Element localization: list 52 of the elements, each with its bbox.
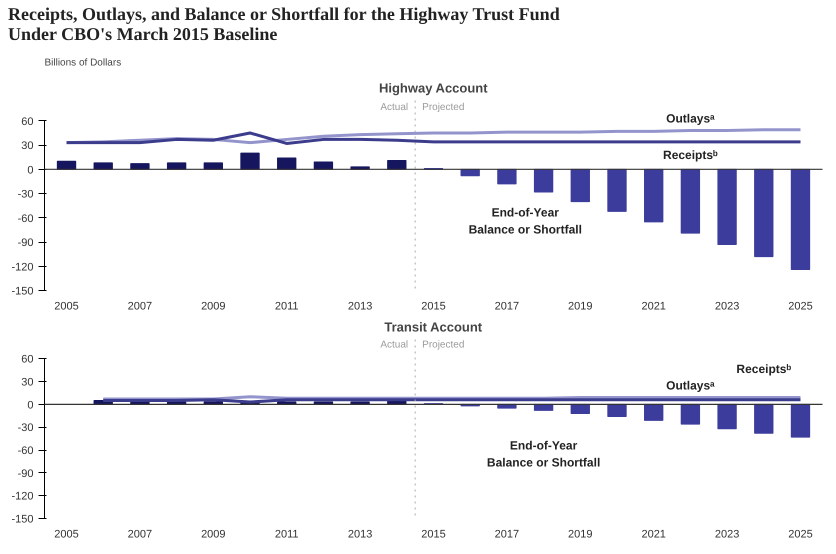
x-tick-label: 2013 xyxy=(348,300,372,312)
y-tick-label: 30 xyxy=(21,376,34,388)
y-tick-label: -90 xyxy=(18,467,34,480)
x-tick-label: 2025 xyxy=(788,528,813,540)
series-label: Receiptsᵇ xyxy=(736,361,792,376)
text: Projected xyxy=(422,101,464,112)
y-axis-title: Billions of Dollars xyxy=(44,57,122,68)
x-tick-label: 2005 xyxy=(54,528,79,540)
x-tick-label: 2007 xyxy=(128,528,152,540)
x-tick-label: 2005 xyxy=(54,300,79,312)
series-label: Outlaysᵃ xyxy=(666,378,716,392)
x-tick-label: 2015 xyxy=(421,300,446,312)
x-tick-label: 2017 xyxy=(494,300,520,312)
y-tick-label: 30 xyxy=(21,140,34,152)
y-tick-label: -30 xyxy=(18,422,34,434)
x-tick-label: 2023 xyxy=(714,300,740,312)
x-tick-label: 2019 xyxy=(568,300,593,312)
y-tick-label: -90 xyxy=(18,236,34,249)
x-tick-label: 2023 xyxy=(714,528,740,540)
x-tick-label: 2019 xyxy=(568,528,593,540)
text: Projected xyxy=(422,339,464,350)
y-tick-label: -150 xyxy=(11,285,34,298)
x-tick-label: 2007 xyxy=(128,300,152,312)
x-tick-label: 2009 xyxy=(201,300,226,312)
x-tick-label: 2025 xyxy=(788,300,813,312)
y-tick-label: 0 xyxy=(27,164,34,176)
x-tick-label: 2009 xyxy=(201,528,226,540)
y-tick-label: 60 xyxy=(21,115,34,128)
text: Actual xyxy=(380,101,408,112)
x-tick-label: 2013 xyxy=(348,528,372,540)
chart-subtitle: Highway Account xyxy=(378,80,488,96)
x-tick-label: 2011 xyxy=(274,528,299,540)
x-tick-label: 2015 xyxy=(421,528,446,540)
series-label: End-of-Year Balance or Shortfall xyxy=(468,205,582,236)
x-tick-label: 2021 xyxy=(641,300,666,312)
series-label: Outlaysᵃ xyxy=(666,111,716,126)
y-tick-label: -30 xyxy=(18,188,34,200)
y-tick-label: -120 xyxy=(11,490,34,502)
y-tick-label: -60 xyxy=(18,444,34,457)
series-label: End-of-Year Balance or Shortfall xyxy=(486,438,600,469)
x-tick-label: 2021 xyxy=(641,528,666,540)
y-tick-label: 60 xyxy=(21,353,34,366)
y-tick-label: 0 xyxy=(27,398,34,411)
text: Actual xyxy=(380,339,408,350)
y-tick-label: -60 xyxy=(18,212,34,224)
series-label: Receiptsᵇ xyxy=(663,147,718,162)
x-tick-label: 2017 xyxy=(494,528,520,540)
chart-title: Transit Account xyxy=(384,319,483,334)
x-tick-label: 2011 xyxy=(274,300,299,312)
y-tick-label: -150 xyxy=(11,513,34,526)
y-tick-label: -120 xyxy=(11,260,34,273)
chart-title: Receipts, Outlays, and Balance or Shortfall for the Highway Trust Fund Under CBO's March 2015 Baseline xyxy=(8,4,561,45)
